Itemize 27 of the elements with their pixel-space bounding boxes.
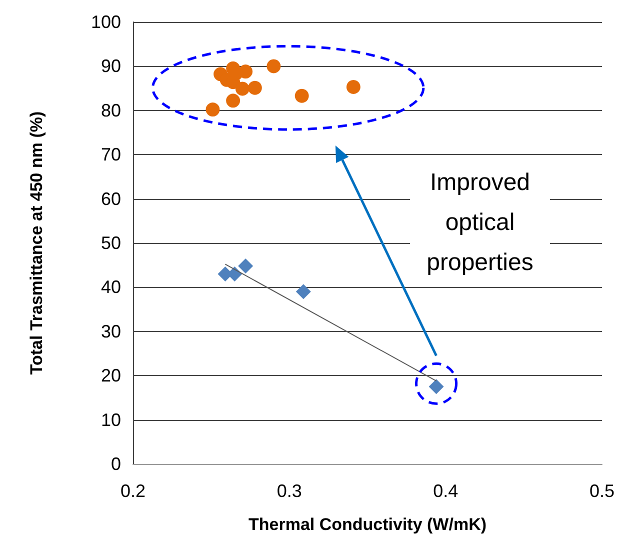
x-tick-label: 0.3 (276, 481, 302, 501)
point (266, 59, 281, 74)
y-tick-label: 80 (100, 100, 121, 120)
x-tick-label: 0.4 (433, 481, 458, 501)
point (248, 80, 262, 95)
y-tick-label: 40 (100, 277, 121, 298)
point (238, 258, 254, 274)
y-tick-label: 70 (100, 144, 121, 165)
y-tick-label: 60 (100, 188, 121, 209)
y-tick-label: 100 (90, 12, 121, 32)
point (206, 102, 220, 117)
x-axis-title: Thermal Conductivity (W/mK) (248, 515, 487, 534)
y-tick-label: 30 (100, 321, 121, 342)
x-tick-label: 0.5 (589, 481, 615, 501)
point (235, 82, 250, 96)
y-tick-label: 10 (100, 410, 121, 430)
point (226, 94, 240, 108)
point (296, 284, 311, 300)
y-tick-label: 50 (100, 233, 121, 253)
y-tick-label: 0 (110, 454, 121, 474)
x-tick-label: 0.2 (120, 481, 146, 501)
y-axis-title: Total Trasmittance at 450 nm (%) (27, 111, 46, 375)
y-tick-label: 90 (100, 56, 121, 76)
y-tick-label: 20 (100, 366, 121, 386)
point (294, 88, 309, 103)
point (346, 80, 360, 94)
annotation: Improved optical properties (410, 163, 550, 283)
